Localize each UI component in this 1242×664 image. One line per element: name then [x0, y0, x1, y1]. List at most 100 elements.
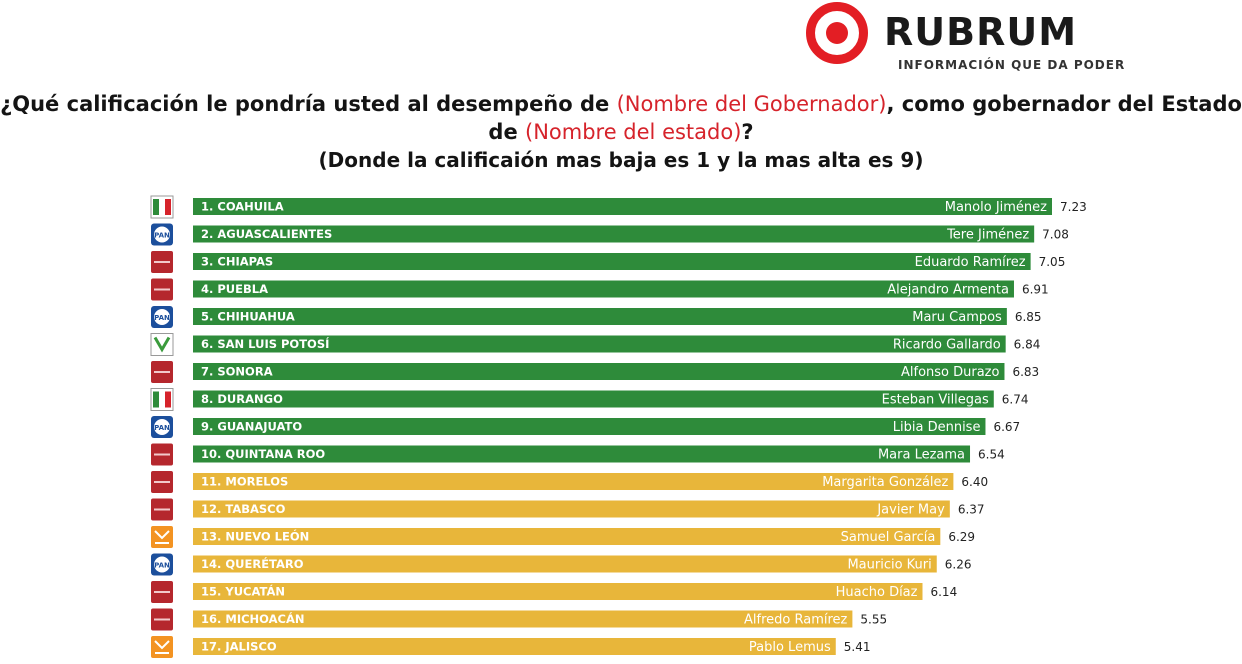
- value-label-5: 6.85: [1015, 310, 1042, 324]
- bar-1: [193, 198, 1052, 215]
- governor-label-8: Esteban Villegas: [882, 393, 989, 408]
- party-logo-13-pan-circle: [154, 556, 170, 573]
- party-logo-0-pri-red: [165, 199, 171, 215]
- governor-label-7: Alfonso Durazo: [901, 365, 1000, 380]
- bar-3: [193, 253, 1031, 270]
- value-label-13: 6.29: [948, 530, 975, 544]
- bar-17: [193, 638, 836, 655]
- governor-label-15: Huacho Díaz: [836, 585, 918, 600]
- governor-label-1: Manolo Jiménez: [945, 200, 1047, 215]
- governor-label-16: Alfredo Ramírez: [744, 613, 848, 628]
- governor-label-3: Eduardo Ramírez: [915, 255, 1026, 270]
- bar-9: [193, 418, 986, 435]
- value-label-17: 5.41: [844, 640, 871, 654]
- governor-label-9: Libia Dennise: [893, 420, 981, 435]
- state-label-4: 4. PUEBLA: [201, 282, 268, 296]
- target-icon: [806, 2, 868, 64]
- party-logo-8-pan-text: PAN: [154, 424, 170, 432]
- bar-5: [193, 308, 1007, 325]
- state-label-2: 2. AGUASCALIENTES: [201, 227, 332, 241]
- party-logo-7-pri-green: [153, 391, 159, 408]
- chart-subtitle: (Donde la calificaión mas baja es 1 y la…: [318, 148, 924, 172]
- state-label-15: 15. YUCATÁN: [201, 584, 285, 599]
- state-label-17: 17. JALISCO: [201, 640, 277, 654]
- party-logo-6-morena-stripe: [154, 371, 170, 373]
- value-label-6: 6.84: [1014, 338, 1041, 352]
- state-label-3: 3. CHIAPAS: [201, 255, 273, 269]
- value-label-8: 6.74: [1002, 393, 1029, 407]
- party-logo-12-mc-mark: [154, 530, 170, 544]
- governor-label-13: Samuel García: [841, 530, 936, 545]
- value-label-7: 6.83: [1012, 365, 1039, 379]
- rubrum-logo: RUBRUM INFORMACIÓN QUE DA PODER: [806, 2, 1146, 80]
- value-label-1: 7.23: [1060, 200, 1087, 214]
- party-logo-4-pan-circle: [154, 309, 170, 325]
- governor-label-5: Maru Campos: [912, 310, 1002, 325]
- value-label-9: 6.67: [993, 420, 1020, 434]
- value-label-14: 6.26: [945, 558, 972, 572]
- value-label-3: 7.05: [1039, 255, 1066, 269]
- state-label-1: 1. COAHUILA: [201, 200, 284, 214]
- governor-label-4: Alejandro Armenta: [887, 283, 1009, 298]
- state-label-14: 14. QUERÉTARO: [201, 556, 304, 571]
- party-logo-16-mc-mark: [154, 640, 170, 654]
- state-label-16: 16. MICHOACÁN: [201, 611, 305, 626]
- brand-name: RUBRUM: [884, 10, 1078, 54]
- party-logo-13-pan-text: PAN: [154, 562, 170, 570]
- value-label-12: 6.37: [958, 503, 985, 517]
- state-label-5: 5. CHIHUAHUA: [201, 310, 295, 324]
- chart-title: ¿Qué calificación le pondría usted al de…: [0, 90, 1242, 174]
- party-logo-15-morena-stripe: [154, 618, 170, 621]
- party-logo-5-pvem-mark: [153, 336, 171, 353]
- value-label-15: 6.14: [930, 585, 957, 599]
- bar-7: [193, 363, 1005, 380]
- party-logo-3-morena-stripe: [154, 288, 170, 291]
- state-label-12: 12. TABASCO: [201, 502, 286, 516]
- party-logo-10-morena-stripe: [154, 481, 170, 483]
- governor-label-14: Mauricio Kuri: [847, 558, 931, 573]
- bar-13: [193, 528, 941, 545]
- bar-2: [193, 225, 1035, 243]
- value-label-11: 6.40: [961, 475, 988, 489]
- party-logo-0-pri-green: [153, 199, 159, 215]
- state-label-6: 6. SAN LUIS POTOSÍ: [201, 336, 329, 351]
- party-logo-9-morena-stripe: [154, 453, 170, 456]
- governor-label-17: Pablo Lemus: [749, 640, 831, 655]
- state-label-7: 7. SONORA: [201, 365, 273, 379]
- bar-8: [193, 390, 994, 408]
- state-label-9: 9. GUANAJUATO: [201, 420, 302, 434]
- party-logo-4-pan-text: PAN: [154, 314, 170, 322]
- state-label-10: 10. QUINTANA ROO: [201, 447, 325, 461]
- title-part-2: , como gobernador del Estado de: [488, 92, 1242, 144]
- state-label-8: 8. DURANGO: [201, 392, 283, 406]
- title-governor-placeholder: (Nombre del Gobernador): [616, 92, 887, 116]
- governor-label-6: Ricardo Gallardo: [893, 338, 1001, 353]
- bar-14: [193, 555, 937, 573]
- state-label-13: 13. NUEVO LEÓN: [201, 529, 309, 544]
- party-logo-11-morena-stripe: [154, 508, 170, 511]
- party-logo-1-pan-circle: [154, 226, 170, 243]
- bar-10: [193, 445, 971, 463]
- party-logo-14-morena-stripe: [154, 591, 170, 593]
- state-label-11: 11. MORELOS: [201, 475, 288, 489]
- bar-11: [193, 473, 954, 490]
- governor-label-2: Tere Jiménez: [946, 228, 1029, 243]
- governor-label-10: Mara Lezama: [878, 448, 965, 463]
- governor-label-11: Margarita González: [822, 475, 948, 490]
- brand-tagline: INFORMACIÓN QUE DA PODER: [898, 58, 1126, 72]
- bar-15: [193, 583, 923, 600]
- party-logo-1-pan-text: PAN: [154, 232, 170, 240]
- title-part-1: ¿Qué calificación le pondría usted al de…: [0, 92, 617, 116]
- value-label-4: 6.91: [1022, 283, 1049, 297]
- value-label-16: 5.55: [860, 613, 887, 627]
- bar-4: [193, 280, 1014, 298]
- title-state-placeholder: (Nombre del estado): [525, 120, 742, 144]
- party-logo-7-pri-red: [165, 391, 171, 408]
- bar-16: [193, 610, 853, 628]
- value-label-2: 7.08: [1042, 228, 1069, 242]
- party-logo-8-pan-circle: [154, 419, 170, 435]
- party-logo-2-morena-stripe: [154, 261, 170, 263]
- value-label-10: 6.54: [978, 448, 1005, 462]
- bar-12: [193, 500, 950, 518]
